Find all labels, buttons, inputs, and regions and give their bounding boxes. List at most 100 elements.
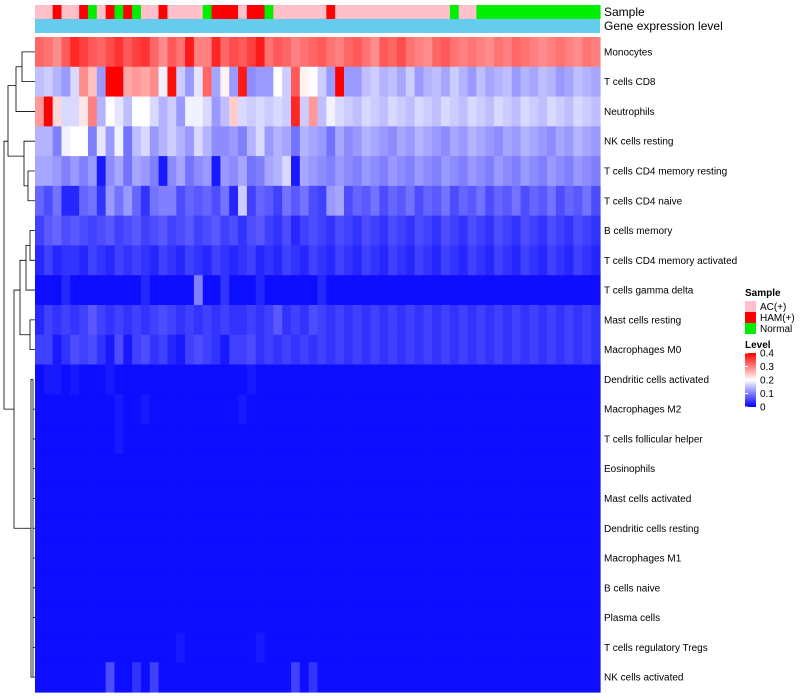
heatmap-cell: [35, 602, 45, 634]
heatmap-cell: [555, 96, 566, 127]
heatmap-cell: [167, 66, 177, 98]
heatmap-cell: [352, 483, 363, 514]
heatmap-cell: [582, 572, 592, 604]
heatmap-cell: [485, 513, 495, 544]
heatmap-cell: [299, 304, 310, 336]
heatmap-cell: [202, 453, 213, 485]
heatmap-cell: [396, 37, 407, 68]
heatmap-cell: [132, 364, 142, 395]
heatmap-cell: [220, 66, 230, 98]
heatmap-cell: [70, 156, 80, 187]
heatmap-cell: [343, 96, 354, 127]
heatmap-cell: [255, 632, 266, 663]
sample-cell: [61, 5, 71, 19]
heatmap-cell: [308, 632, 319, 663]
heatmap-cell: [105, 572, 116, 604]
heatmap-cell: [449, 126, 460, 157]
heatmap-cell: [282, 543, 292, 574]
heatmap-cell: [149, 572, 160, 604]
heatmap-cell: [520, 334, 530, 366]
heatmap-cell: [423, 632, 433, 663]
heatmap-cell: [449, 156, 460, 187]
heatmap-cell: [317, 37, 327, 68]
heatmap-cell: [432, 632, 442, 663]
heatmap-cell: [573, 275, 583, 306]
heatmap-cell: [326, 126, 336, 157]
heatmap-cell: [79, 364, 89, 395]
sample-cell: [361, 5, 372, 19]
heatmap-cell: [87, 37, 98, 68]
heatmap-cell: [43, 37, 54, 68]
heatmap-cell: [370, 96, 380, 127]
sample-cell: [494, 5, 504, 19]
heatmap-cell: [423, 513, 433, 544]
heatmap-cell: [238, 126, 248, 157]
heatmap-cell: [255, 424, 266, 455]
heatmap-cell: [140, 304, 151, 336]
heatmap-cell: [87, 156, 98, 187]
heatmap-cell: [202, 96, 213, 127]
heatmap-cell: [361, 126, 372, 157]
heatmap-cell: [573, 245, 583, 276]
heatmap-cell: [140, 334, 151, 366]
heatmap-cell: [352, 245, 363, 276]
heatmap-cell: [87, 185, 98, 217]
heatmap-cell: [211, 394, 221, 425]
sample-cell: [370, 5, 380, 19]
heatmap-cell: [591, 185, 601, 217]
heatmap-cell: [273, 453, 283, 485]
heatmap-cell: [529, 304, 539, 336]
heatmap-cell: [176, 185, 186, 217]
heatmap-cell: [414, 394, 425, 425]
heatmap-cell: [123, 96, 133, 127]
heatmap-cell: [193, 156, 204, 187]
heatmap-cell: [52, 156, 63, 187]
heatmap-cell: [326, 394, 336, 425]
sample-cell: [79, 5, 89, 19]
heatmap-cell: [273, 215, 283, 247]
heatmap-cell: [547, 394, 557, 425]
heatmap-cell: [220, 126, 230, 157]
row-label: B cells naive: [604, 583, 661, 594]
heatmap-cell: [202, 424, 213, 455]
heatmap-cell: [573, 96, 583, 127]
heatmap-cell: [441, 513, 451, 544]
heatmap-cell: [105, 424, 116, 455]
heatmap-cell: [35, 185, 45, 217]
heatmap-cell: [335, 364, 345, 395]
heatmap-cell: [61, 453, 71, 485]
heatmap-cell: [564, 543, 575, 574]
sample-cell: [379, 5, 389, 19]
heatmap-cell: [343, 126, 354, 157]
heatmap-cell: [220, 334, 230, 366]
heatmap-cell: [185, 156, 195, 187]
heatmap-cell: [361, 37, 372, 68]
heatmap-cell: [476, 156, 486, 187]
heatmap-cell: [43, 364, 54, 395]
heatmap-cell: [476, 334, 486, 366]
heatmap-cell: [264, 453, 274, 485]
heatmap-cell: [538, 662, 548, 693]
heatmap-cell: [96, 662, 107, 693]
heatmap-cell: [467, 453, 478, 485]
heatmap-cell: [458, 394, 469, 425]
heatmap-cell: [335, 96, 345, 127]
heatmap-cell: [43, 96, 54, 127]
heatmap-cell: [185, 543, 195, 574]
heatmap-cell: [449, 37, 460, 68]
heatmap-cell: [520, 245, 530, 276]
heatmap-cell: [291, 37, 301, 68]
heatmap-cell: [352, 66, 363, 98]
heatmap-cell: [520, 453, 530, 485]
heatmap-cell: [396, 662, 407, 693]
heatmap-cell: [529, 96, 539, 127]
heatmap-cell: [379, 513, 389, 544]
heatmap-cell: [547, 453, 557, 485]
heatmap-cell: [529, 572, 539, 604]
heatmap-cell: [167, 632, 177, 663]
heatmap-cell: [149, 66, 160, 98]
heatmap-cell: [185, 66, 195, 98]
heatmap-cells: [35, 37, 601, 693]
dendrogram-branch: [32, 587, 35, 618]
heatmap-cell: [132, 424, 142, 455]
